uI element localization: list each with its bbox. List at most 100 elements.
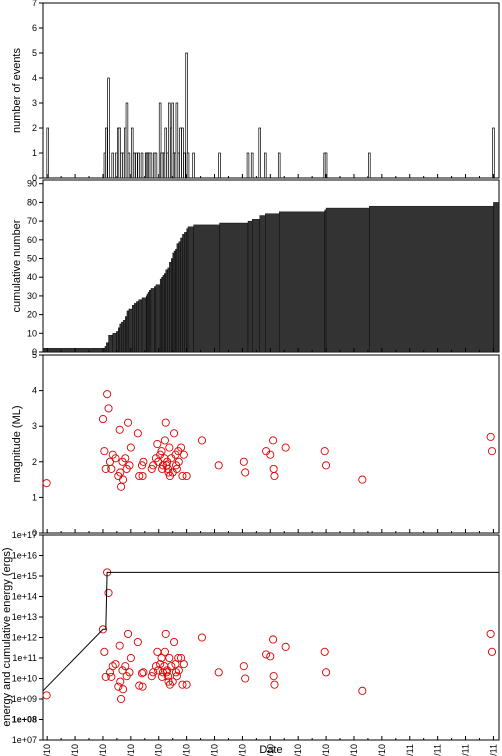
event-count-bar <box>140 152 144 179</box>
panel-energy-ytick-label: 1e+12 <box>12 633 37 643</box>
panel-cumulative-ytick-label: 20 <box>27 310 37 320</box>
cumulative-bar <box>116 331 119 353</box>
magnitude-point <box>160 436 169 445</box>
cumulative-bar <box>169 262 172 353</box>
date-tick-label: 28/10 <box>293 744 303 756</box>
panel-events-ytick-label: 5 <box>32 48 37 58</box>
energy-point <box>117 694 126 704</box>
panel-energy-ytick-label: 1e+13 <box>12 612 37 622</box>
panel-magnitude-ytick-label: 5 <box>32 350 37 360</box>
magnitude-point <box>121 454 130 463</box>
cumulative-bar <box>186 228 189 353</box>
cumulative-bar <box>132 305 135 353</box>
cumulative-bar <box>176 243 180 353</box>
magnitude-point <box>197 436 207 445</box>
cumulative-bar <box>155 284 161 353</box>
x-axis-label: Date <box>259 744 282 756</box>
cumulative-bar <box>251 219 260 353</box>
magnitude-point <box>98 415 108 424</box>
cumulative-bar <box>180 237 183 353</box>
event-count-bar <box>105 127 108 179</box>
panel-events-ytick-label: 7 <box>32 0 37 8</box>
energy-point <box>241 674 250 683</box>
cumulative-bar <box>128 308 133 353</box>
energy-point <box>322 668 331 677</box>
magnitude-point <box>161 418 170 427</box>
cumulative-bar <box>182 234 185 353</box>
magnitude-point <box>281 443 290 452</box>
event-count-bar <box>175 102 179 179</box>
panel-energy-ytick-label: 1e+15 <box>12 571 37 581</box>
cumulative-bar <box>164 273 166 353</box>
energy-point <box>158 672 167 681</box>
cumulative-bar <box>171 258 173 353</box>
panel-events-frame <box>42 2 500 179</box>
cumulative-bar <box>178 241 181 353</box>
energy-point <box>163 666 172 675</box>
panel-events-ytick-label: 6 <box>32 23 37 33</box>
event-count-bar <box>154 152 158 179</box>
magnitude-point <box>125 461 134 470</box>
panel-cumulative-ylabel: cumulative number <box>11 219 23 312</box>
event-count-bar <box>127 152 131 179</box>
panel-magnitude-ytick-label: 3 <box>32 421 37 431</box>
panel-magnitude: 0 1 2 3 4 5 magnitude (ML) <box>11 350 500 538</box>
event-count-bar <box>115 152 118 179</box>
energy-point <box>133 637 142 647</box>
energy-point <box>174 653 183 663</box>
panel-magnitude-ticks: 0 1 2 3 4 5 <box>32 350 494 538</box>
magnitude-point <box>165 443 174 452</box>
magnitude-point <box>266 450 275 459</box>
cumulative-bar <box>104 346 107 353</box>
panel-magnitude-ytick-label: 2 <box>32 457 37 467</box>
cumulative-bar <box>149 290 152 353</box>
energy-point <box>170 637 179 647</box>
magnitude-point <box>115 425 124 434</box>
magnitude-point <box>133 429 142 438</box>
panel-cumulative-ytick-label: 80 <box>27 197 37 207</box>
panel-energy-ytick-label: 1e+10 <box>12 674 37 684</box>
energy-point <box>269 635 278 644</box>
energy-point <box>98 625 108 634</box>
panel-cumulative-ytick-label: 60 <box>27 235 37 245</box>
panel-energy-ytick-label: 1e+09 <box>12 694 37 704</box>
energy-point <box>101 672 110 681</box>
energy-point <box>239 662 248 671</box>
event-count-bar <box>164 127 167 179</box>
panel-magnitude-ytick-label: 1 <box>32 492 37 502</box>
magnitude-point <box>124 418 133 427</box>
magnitude-point <box>104 404 113 413</box>
cumulative-bar <box>159 278 162 353</box>
energy-point <box>171 668 181 677</box>
date-tick-label: 31/10 <box>377 744 387 756</box>
energy-point <box>116 677 125 686</box>
event-count-bar <box>258 127 261 179</box>
panel-energy-ytick-label: 1e+08 <box>12 715 37 725</box>
date-tick-label: 20/10 <box>70 744 80 756</box>
energy-point <box>281 642 290 651</box>
date-tick-label: 27/10 <box>265 744 275 756</box>
cumulative-bar <box>325 207 370 353</box>
panel-magnitude-frame <box>42 354 500 534</box>
magnitude-point <box>214 461 223 470</box>
panel-energy: 1e+07 1e+08 1e+09 1e+10 1e+11 1e+12 1e+13 1e+14… <box>1 530 500 745</box>
energy-point <box>167 662 176 671</box>
panel-magnitude-points <box>42 390 497 491</box>
x-axis-date-ticks: 19/10 20/10 21/10 22/10 23/10 24/10 25/10 26/10… <box>42 744 498 756</box>
date-tick-label: 21/10 <box>98 744 108 756</box>
panel-energy-ytick-label: 1e+07 <box>12 735 37 745</box>
cumulative-bar <box>265 213 280 353</box>
energy-point <box>147 672 156 681</box>
magnitude-point <box>170 429 179 438</box>
energy-point <box>114 682 123 691</box>
energy-point <box>124 629 133 638</box>
cumulative-bar <box>123 320 126 353</box>
cumulative-bar <box>125 316 128 353</box>
magnitude-point <box>103 390 112 399</box>
panel-events-ytick-label: 2 <box>32 123 37 133</box>
energy-point <box>179 660 188 669</box>
panel-cumulative-ticks: 0 10 20 30 40 50 60 70 80 90 <box>27 179 494 357</box>
event-count-bar <box>137 152 140 179</box>
magnitude-point <box>116 468 125 477</box>
